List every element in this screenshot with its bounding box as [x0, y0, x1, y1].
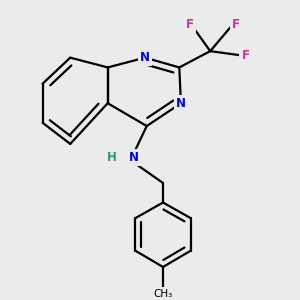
Text: F: F [242, 49, 250, 62]
Text: F: F [232, 18, 240, 31]
Text: N: N [140, 51, 150, 64]
Text: F: F [185, 18, 194, 31]
Text: N: N [128, 151, 138, 164]
Text: H: H [106, 151, 116, 164]
Text: CH₃: CH₃ [153, 290, 172, 299]
Text: N: N [176, 97, 186, 110]
